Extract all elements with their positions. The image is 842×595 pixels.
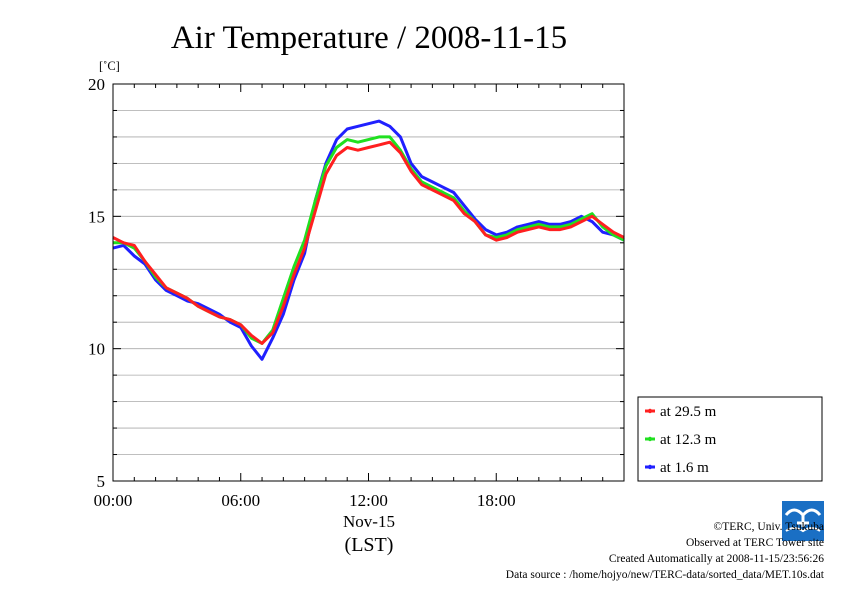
series-core-line — [112, 141, 625, 345]
y-tick-label: 10 — [88, 340, 105, 359]
legend-marker — [647, 464, 653, 470]
terc-logo — [782, 501, 824, 541]
y-unit-label: [˚C] — [99, 59, 120, 73]
y-axis-ticks: 5 10 15 20 — [88, 75, 624, 491]
series-core-line — [113, 136, 625, 345]
series-core-line — [112, 120, 625, 361]
x-tick-label: 06:00 — [221, 491, 260, 510]
series-lines — [112, 119, 625, 361]
legend: at 29.5 m at 12.3 m at 1.6 m — [637, 396, 823, 482]
chart-title: Air Temperature / 2008-11-15 — [171, 20, 567, 56]
plot-frame — [112, 83, 625, 482]
y-tick-label: 15 — [88, 207, 105, 226]
x-axis-ticks: 00:00 06:00 12:00 18:00 — [94, 84, 625, 510]
legend-marker — [647, 436, 653, 442]
legend-marker — [647, 408, 653, 414]
copyright-text: ©TERC, Univ. Tsukuba — [713, 521, 824, 533]
series-line-at-1-6-m — [112, 119, 625, 361]
y-tick-label: 20 — [88, 75, 105, 94]
grid-lines — [113, 110, 624, 455]
legend-box — [637, 396, 823, 482]
x-axis-label: (LST) — [345, 534, 394, 556]
legend-label: at 1.6 m — [660, 460, 709, 476]
x-tick-label: 00:00 — [94, 491, 133, 510]
data-source-text: Data source : /home/hojyo/new/TERC-data/… — [505, 569, 824, 581]
series-line-at-12-3-m — [113, 135, 625, 345]
y-tick-label: 5 — [97, 472, 106, 491]
observed-text: Observed at TERC Tower site — [685, 537, 824, 549]
x-axis-date-label: Nov-15 — [343, 512, 395, 531]
legend-label: at 29.5 m — [660, 404, 717, 420]
created-text: Created Automatically at 2008-11-15/23:5… — [608, 553, 824, 565]
x-tick-label: 12:00 — [349, 491, 388, 510]
legend-label: at 12.3 m — [660, 432, 717, 448]
x-tick-label: 18:00 — [477, 491, 516, 510]
credits-block: ©TERC, Univ. Tsukuba Observed at TERC To… — [506, 519, 824, 583]
